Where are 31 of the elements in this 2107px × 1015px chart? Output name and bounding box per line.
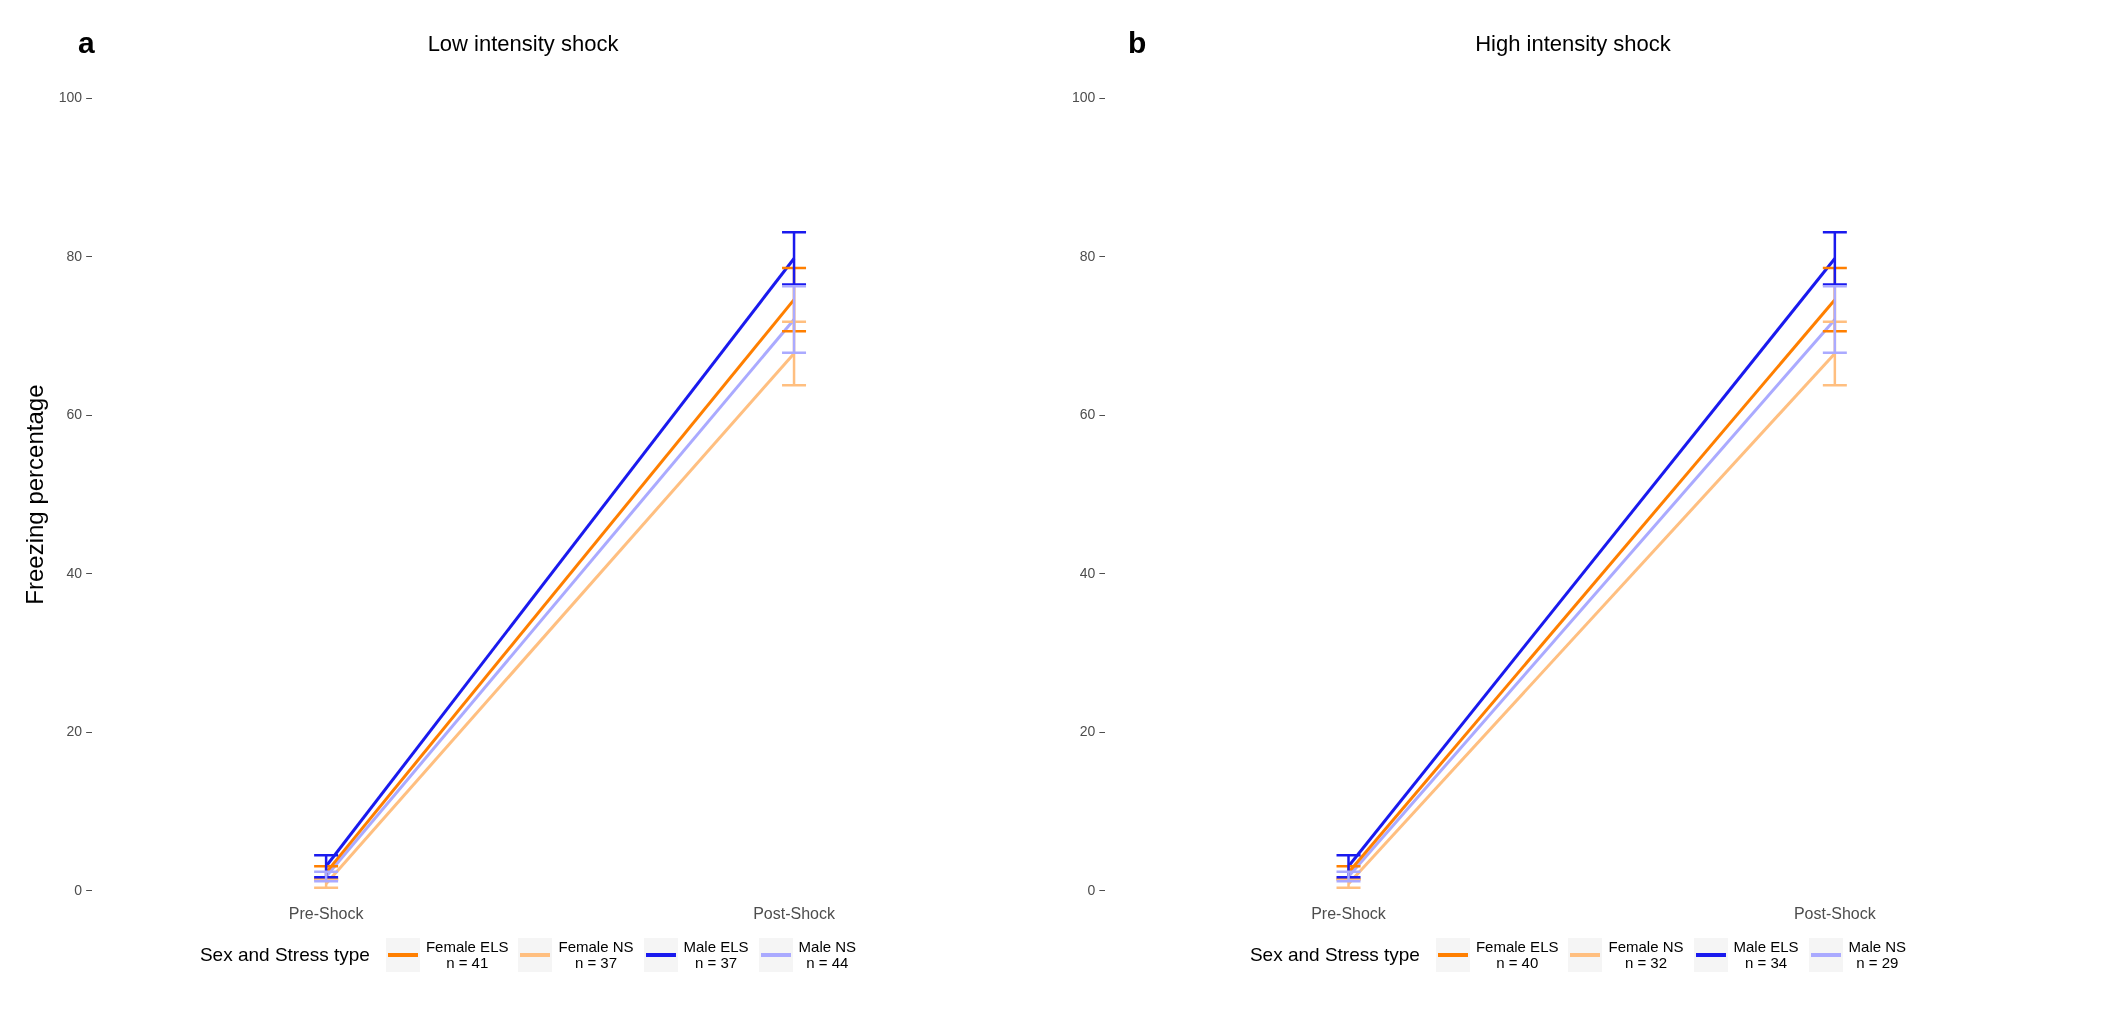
legend-label: Male NS n = 44 xyxy=(798,938,857,971)
legend-label: Male NS n = 29 xyxy=(1848,938,1907,971)
y-tick-label: 60 xyxy=(1079,406,1096,423)
y-tick-label: 100 xyxy=(58,89,83,106)
x-tick-label: Pre-Shock xyxy=(288,904,365,922)
legend-label: Male ELS n = 34 xyxy=(1733,938,1799,971)
legend-label: Male ELS n = 37 xyxy=(683,938,749,971)
y-tick-label: 60 xyxy=(66,406,83,423)
chart-title: Low intensity shock xyxy=(427,31,620,57)
y-tick-label: 0 xyxy=(74,881,83,898)
legend-title: Sex and Stress type xyxy=(199,944,370,966)
y-tick-label: 0 xyxy=(1087,881,1096,898)
legend-label: Female ELS n = 41 xyxy=(425,938,509,971)
x-tick-label: Pre-Shock xyxy=(1311,904,1387,922)
x-tick-label: Post-Shock xyxy=(1793,904,1877,922)
y-axis-title: Freezing percentage xyxy=(21,384,49,605)
y-tick-label: 20 xyxy=(1079,723,1096,740)
y-tick-label: 20 xyxy=(66,723,83,740)
legend-title: Sex and Stress type xyxy=(1249,944,1420,966)
y-tick-label: 40 xyxy=(66,564,83,581)
y-tick-label: 100 xyxy=(1072,89,1096,106)
y-tick-label: 40 xyxy=(1079,564,1096,581)
x-tick-label: Post-Shock xyxy=(753,904,836,922)
legend-label: Female ELS n = 40 xyxy=(1475,938,1559,971)
legend-label: Female NS n = 37 xyxy=(558,938,634,971)
y-tick-label: 80 xyxy=(1079,247,1096,264)
y-tick-label: 80 xyxy=(66,247,83,264)
legend-label: Female NS n = 32 xyxy=(1608,938,1684,971)
text: a xyxy=(78,26,95,60)
chart-title: High intensity shock xyxy=(1475,31,1672,57)
text: b xyxy=(1128,26,1147,60)
